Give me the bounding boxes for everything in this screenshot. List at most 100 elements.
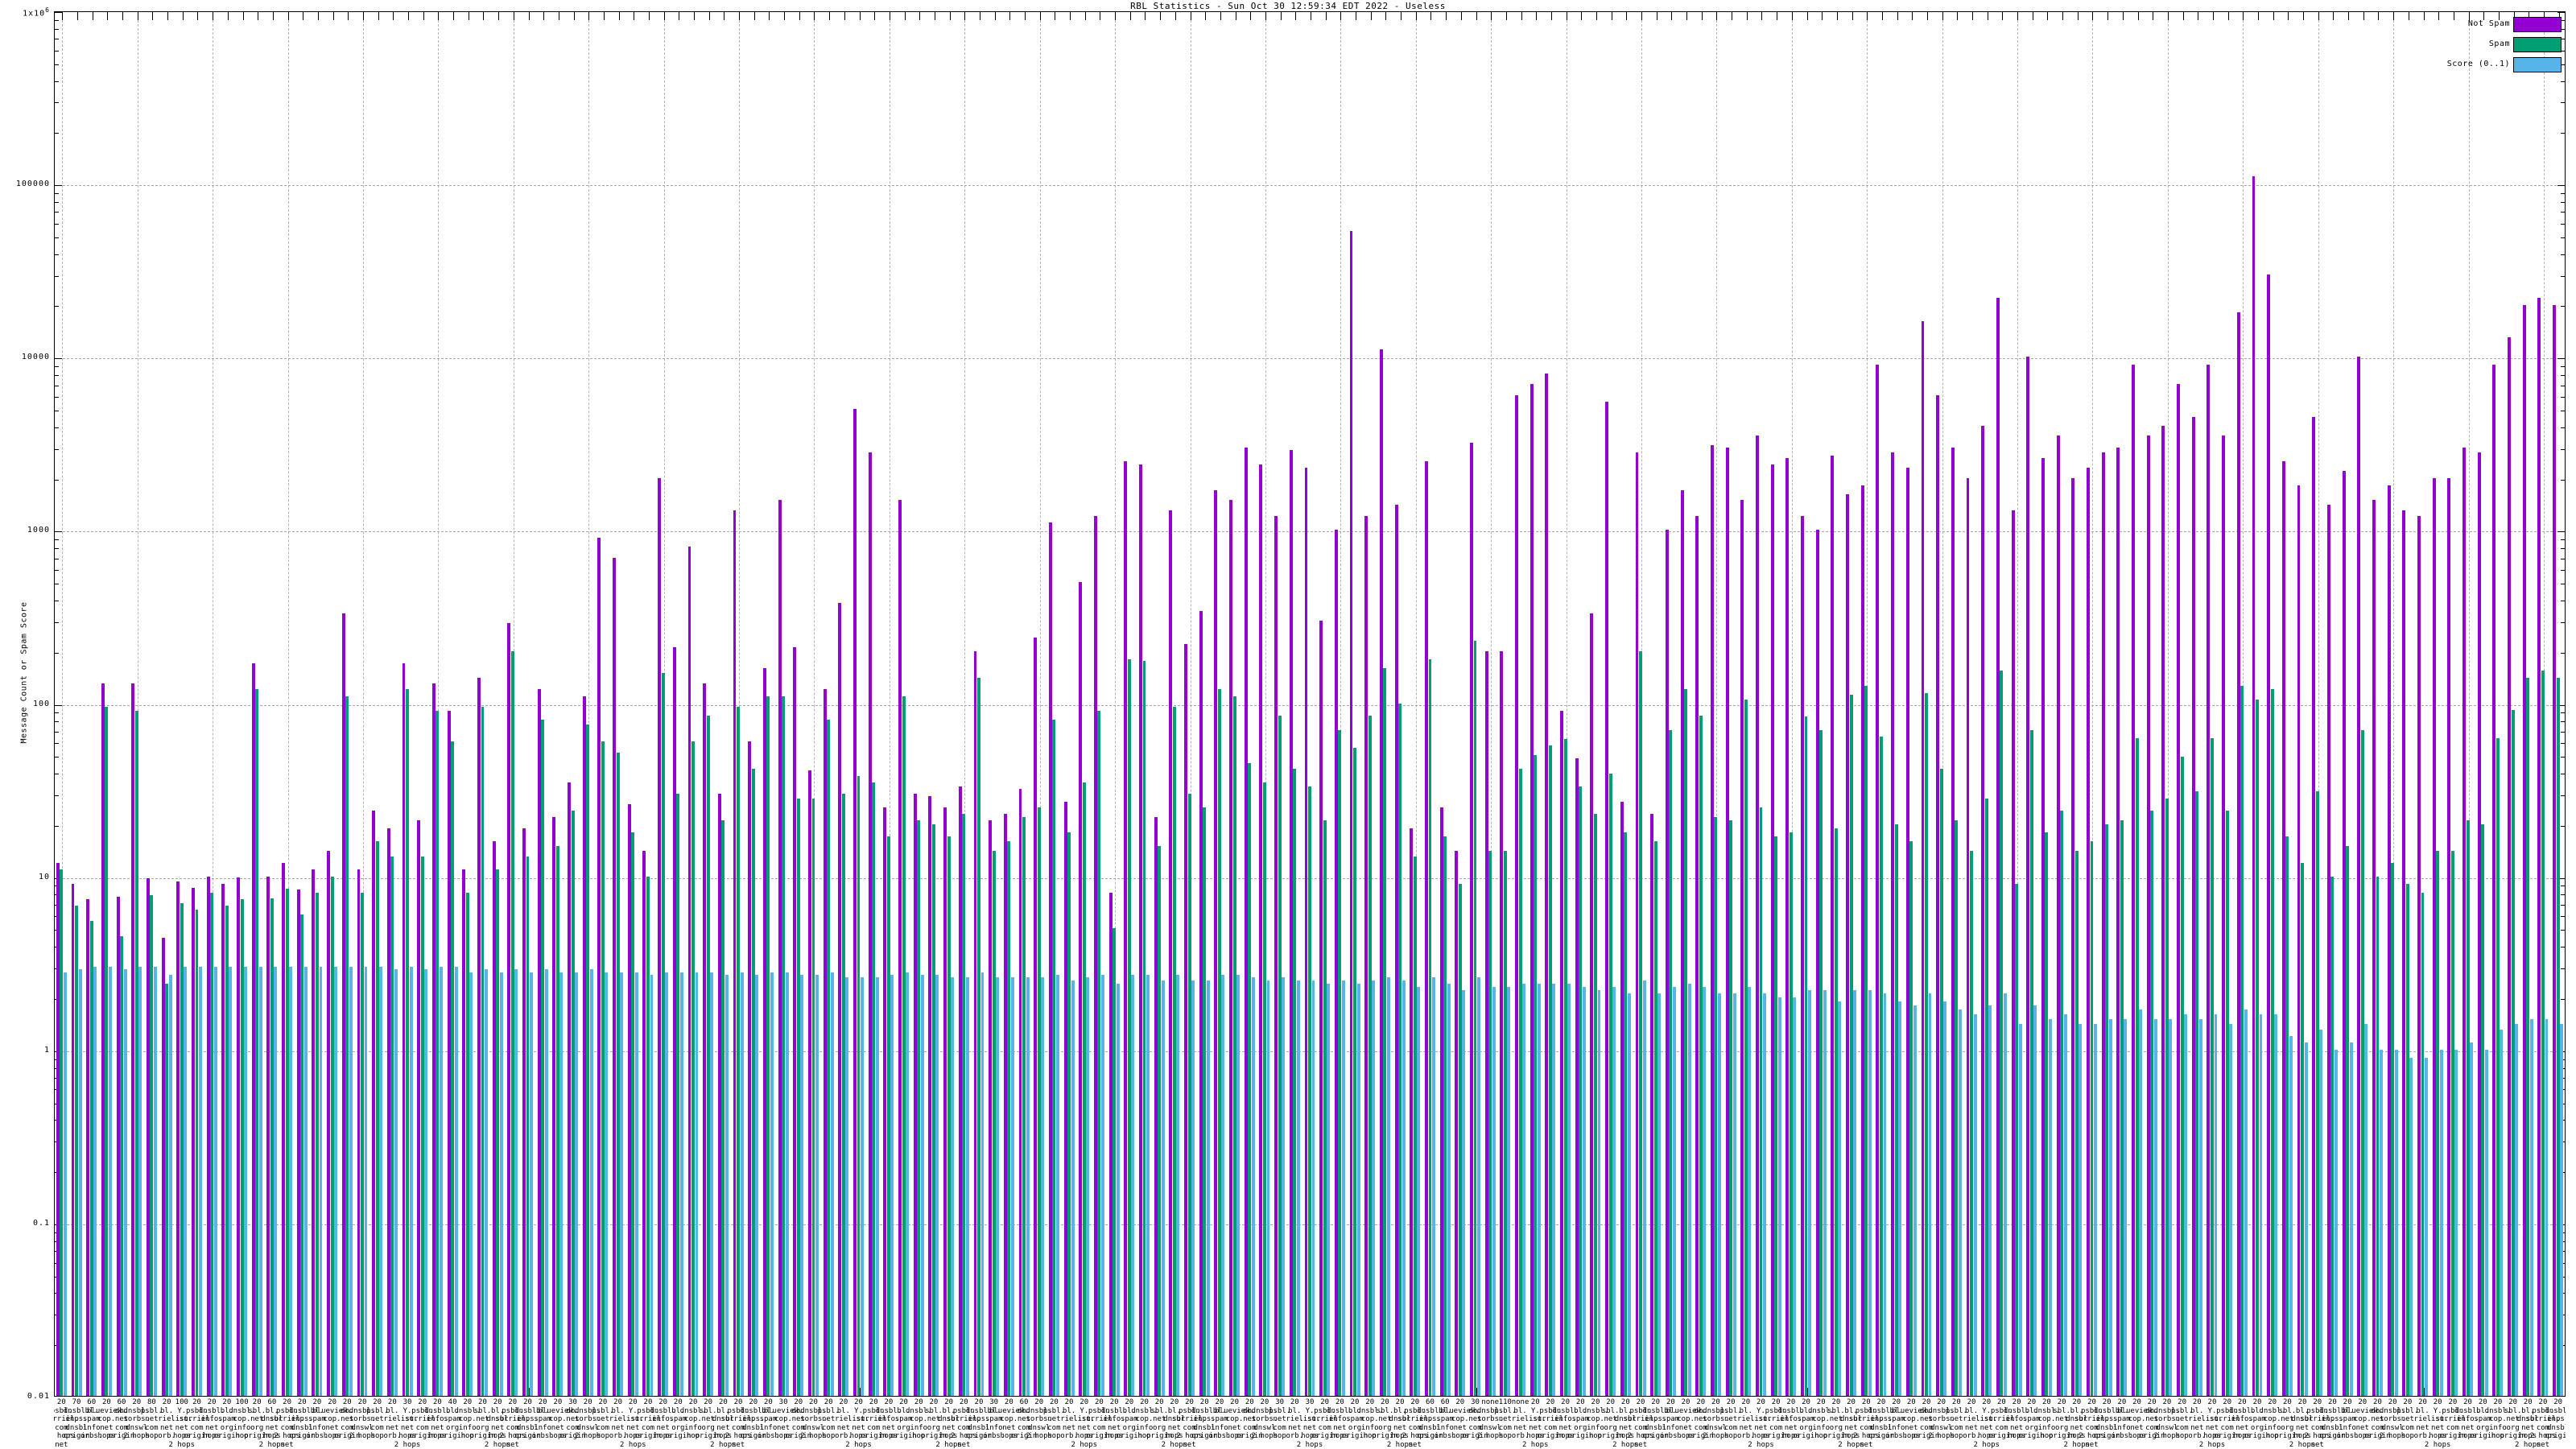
legend-swatch	[2513, 17, 2562, 32]
bar-sp	[1669, 729, 1673, 1396]
bar-sc	[2079, 1024, 2083, 1396]
bar-sc	[845, 977, 849, 1396]
bar-ns	[898, 499, 902, 1396]
bar-sp	[1819, 729, 1823, 1396]
bar-sc	[1282, 977, 1286, 1396]
bar-group	[2371, 12, 2386, 1396]
bar-sp	[1834, 828, 1838, 1396]
x-tick-label: 20 dnsbl. sorbs. dnswl 2 hops	[349, 1398, 376, 1440]
bar-group	[2476, 12, 2491, 1396]
x-tick-label: 60 db. net com origin	[108, 1398, 135, 1440]
bar-sp	[2466, 820, 2470, 1396]
x-axis-tick	[2348, 12, 2350, 20]
bar-ns	[2207, 365, 2211, 1396]
x-axis-tick	[694, 12, 695, 20]
bar-sp	[496, 869, 500, 1396]
grid-line-vertical	[1115, 12, 1117, 1396]
bar-sc	[394, 969, 398, 1396]
y-axis-minor-tick	[55, 621, 59, 623]
x-tick-label: 20 bl. rie. net orb.	[1060, 1398, 1078, 1440]
bar-sp	[2120, 820, 2124, 1396]
bar-group	[2281, 12, 2296, 1396]
bar-sp	[2090, 840, 2094, 1396]
bar-sp	[300, 914, 304, 1396]
y-axis-minor-tick	[2561, 192, 2565, 194]
x-tick-label: 20 sbl. net org origin	[2274, 1398, 2301, 1440]
x-tick-label: 20 blueview. cop. net hops	[1215, 1398, 1254, 1440]
bar-sc	[424, 969, 428, 1396]
bar-sc	[1913, 1005, 1917, 1396]
bar-sp	[857, 775, 861, 1396]
x-axis-tick	[2107, 12, 2109, 20]
bar-ns	[386, 828, 390, 1396]
x-tick-label: 20 blueview. cop. net hops	[538, 1398, 578, 1440]
y-axis-tick	[55, 12, 62, 13]
bar-group	[1453, 12, 1468, 1396]
bar-ns	[2281, 460, 2285, 1396]
bar-sc	[289, 967, 293, 1396]
bar-group	[1439, 12, 1454, 1396]
x-axis-tick	[1460, 12, 1462, 20]
x-tick-label: 20 dnsbl. info. net hops	[2229, 1398, 2256, 1440]
bar-ns	[762, 667, 766, 1396]
x-axis-tick	[1912, 12, 1913, 20]
x-tick-label: 20 db. net com origin	[2364, 1398, 2391, 1440]
y-axis-minor-tick	[2561, 721, 2565, 723]
x-tick-label: 20 psbl. net com hop	[1042, 1398, 1065, 1440]
bar-sp	[2346, 845, 2350, 1396]
bar-sc	[485, 969, 488, 1396]
x-tick-label: 20 sbl. net org origin	[1823, 1398, 1850, 1440]
x-axis-tick	[618, 12, 620, 20]
y-axis-tick	[55, 358, 62, 360]
bar-ns	[1680, 489, 1684, 1396]
bar-sp	[465, 893, 469, 1396]
bar-ns	[658, 477, 662, 1396]
x-tick-label: 20 db. net com origin	[334, 1398, 361, 1440]
bar-sp	[1248, 763, 1252, 1396]
bar-sp	[1729, 820, 1733, 1396]
bar-sp	[510, 650, 514, 1396]
bar-group	[2040, 12, 2055, 1396]
bar-ns	[402, 663, 406, 1396]
y-axis-minor-tick	[55, 19, 59, 21]
bar-sp	[1473, 640, 1477, 1396]
x-tick-label: 20 Y. list. net hops 2 hops	[2424, 1398, 2451, 1449]
x-axis-tick	[1280, 12, 1282, 20]
legend-item: Score (0..1)	[2433, 56, 2562, 76]
bar-group	[897, 12, 912, 1396]
bar-sp	[285, 888, 289, 1396]
grid-line-vertical	[739, 12, 741, 1396]
x-tick-label: 20 Y. list. net hops 2 hops	[845, 1398, 872, 1449]
bar-ns	[1981, 425, 1985, 1396]
y-axis-minor-tick	[55, 28, 59, 30]
bar-group	[356, 12, 371, 1396]
x-tick-label: 20 sbl. net org origin	[2500, 1398, 2526, 1440]
bar-sp	[1368, 715, 1372, 1396]
bar-sc	[213, 967, 217, 1396]
bar-group	[1950, 12, 1965, 1396]
bar-sc	[2033, 1005, 2037, 1396]
bar-sp	[2450, 851, 2454, 1396]
bar-group	[2491, 12, 2507, 1396]
bar-ns	[2161, 425, 2165, 1396]
bar-sc	[605, 972, 609, 1396]
bar-sc	[123, 969, 127, 1396]
y-axis-minor-tick	[55, 479, 59, 481]
bar-ns	[2417, 516, 2421, 1396]
bar-group	[325, 12, 341, 1396]
bar-group	[1649, 12, 1664, 1396]
bar-sp	[1097, 711, 1101, 1396]
bar-sc	[1191, 980, 1195, 1396]
bar-ns	[989, 820, 993, 1396]
x-tick-label: 20 bl. dnsbl net hops 2 hops	[1161, 1398, 1188, 1449]
bar-group	[791, 12, 807, 1396]
bar-group	[957, 12, 972, 1396]
bar-ns	[1304, 467, 1308, 1396]
x-axis-tick	[2303, 12, 2305, 20]
x-tick-label: 20 psbl. surriel. com origin	[1984, 1398, 2020, 1440]
x-tick-label: 60 bl. spam info orbs.	[1434, 1398, 1456, 1440]
